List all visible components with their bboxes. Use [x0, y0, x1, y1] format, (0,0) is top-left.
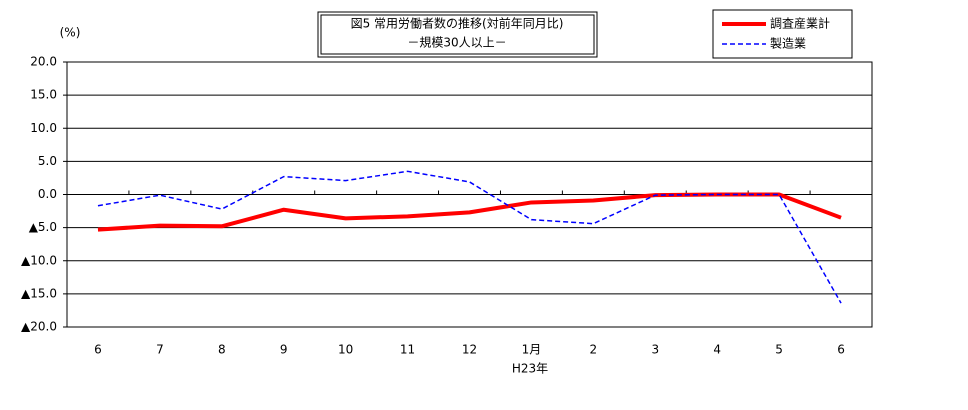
x-tick-label: 1月 [522, 343, 542, 357]
x-tick-label: 12 [462, 343, 477, 357]
x-tick-label: 6 [837, 343, 845, 357]
x-tick-label: 6 [94, 343, 102, 357]
y-tick-label: ▲15.0 [21, 286, 57, 300]
y-tick-label: 5.0 [38, 154, 57, 168]
legend-box [712, 9, 853, 59]
y-unit-label: (%) [60, 26, 81, 40]
x-tick-label: 10 [338, 343, 353, 357]
series-line [97, 170, 842, 304]
x-tick-label: 3 [651, 343, 659, 357]
x-tick-label: 7 [156, 343, 164, 357]
y-tick-label: 20.0 [30, 55, 57, 69]
x-tick-label: 9 [280, 343, 288, 357]
y-tick-label: ▲10.0 [21, 253, 57, 267]
x-tick-label: 8 [218, 343, 226, 357]
title-box [317, 11, 598, 58]
x-tick-label: 2 [590, 343, 598, 357]
chart-subtitle: －規模30人以上－ [407, 35, 506, 50]
title-box-inner [320, 14, 595, 55]
x-tick-label: 4 [713, 343, 721, 357]
y-tick-label: 10.0 [30, 121, 57, 135]
y-tick-label: ▲5.0 [29, 220, 57, 234]
legend-label: 製造業 [770, 37, 806, 51]
x-annotation: H23年 [512, 362, 548, 376]
legend-label: 調査産業計 [770, 16, 830, 31]
x-tick-label: 11 [400, 343, 415, 357]
chart-title: 図5 常用労働者数の推移(対前年同月比) [351, 16, 564, 31]
x-tick-label: 5 [775, 343, 783, 357]
y-tick-label: 0.0 [38, 187, 57, 201]
y-tick-label: ▲20.0 [21, 320, 57, 334]
y-tick-label: 15.0 [30, 88, 57, 102]
